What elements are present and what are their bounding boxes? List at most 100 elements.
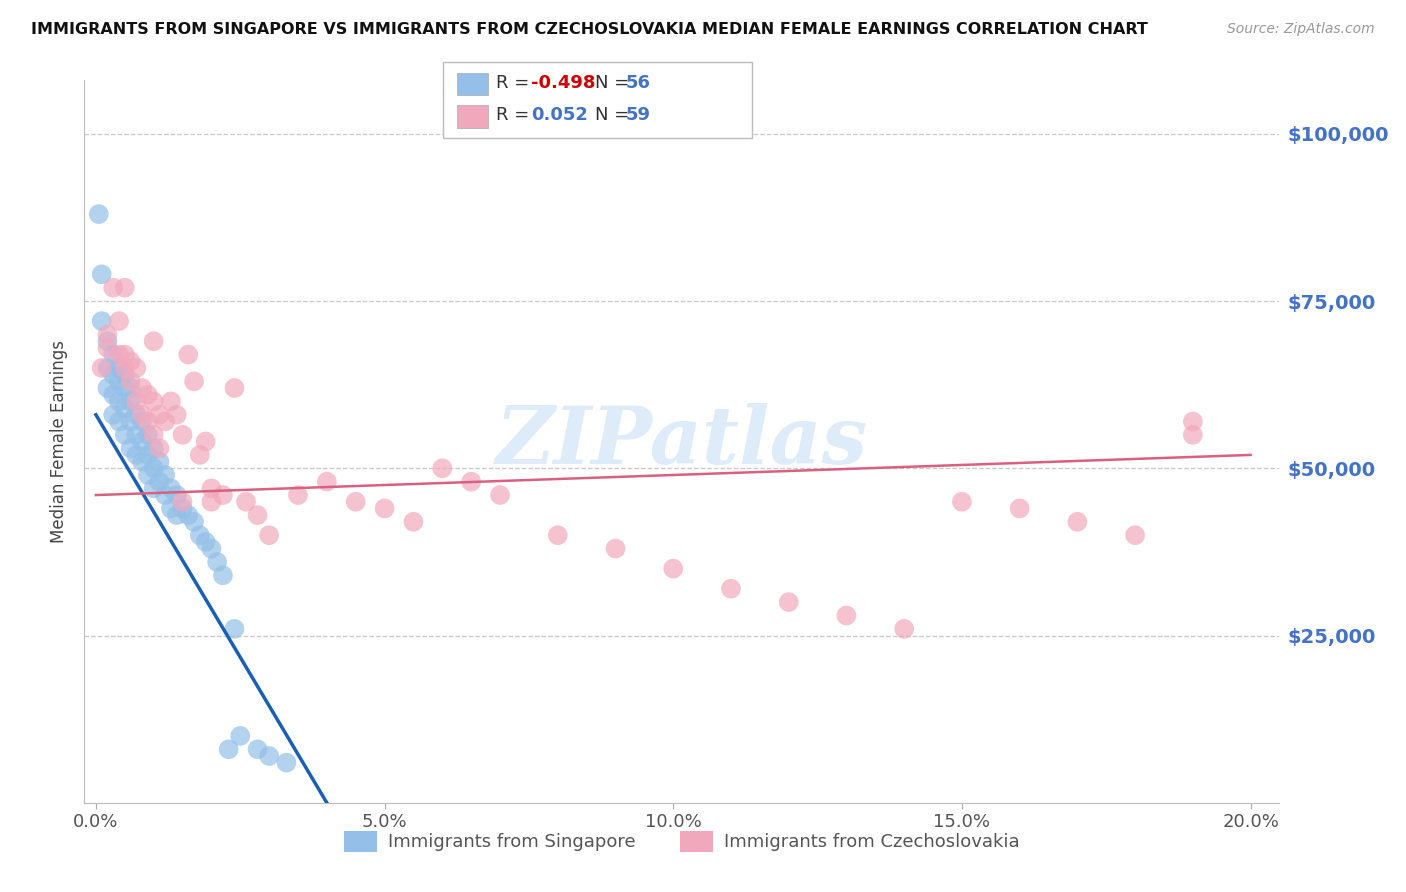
Text: 59: 59	[626, 106, 651, 124]
Point	[276, 756, 298, 770]
Legend: Immigrants from Singapore, Immigrants from Czechoslovakia: Immigrants from Singapore, Immigrants fr…	[337, 823, 1026, 859]
Point	[108, 314, 131, 328]
Point	[114, 381, 136, 395]
Point	[114, 368, 136, 382]
Point	[402, 515, 425, 529]
Point	[96, 341, 118, 355]
Point	[114, 348, 136, 362]
Point	[160, 501, 183, 516]
Point	[114, 427, 136, 442]
Point	[893, 622, 915, 636]
Point	[489, 488, 512, 502]
Point	[460, 475, 482, 489]
Point	[344, 494, 367, 508]
Point	[200, 541, 222, 556]
Point	[287, 488, 309, 502]
Point	[148, 408, 170, 422]
Point	[166, 408, 188, 422]
Point	[374, 501, 396, 516]
Text: -0.498: -0.498	[531, 74, 596, 92]
Text: IMMIGRANTS FROM SINGAPORE VS IMMIGRANTS FROM CZECHOSLOVAKIA MEDIAN FEMALE EARNIN: IMMIGRANTS FROM SINGAPORE VS IMMIGRANTS …	[31, 22, 1147, 37]
Point	[96, 334, 118, 348]
Point	[131, 381, 153, 395]
Point	[1123, 528, 1146, 542]
Point	[224, 622, 246, 636]
Point	[108, 348, 131, 362]
Point	[432, 461, 454, 475]
Point	[177, 508, 200, 523]
Point	[142, 394, 165, 409]
Point	[188, 448, 211, 462]
Point	[131, 408, 153, 422]
Point	[120, 441, 142, 455]
Point	[160, 394, 183, 409]
Point	[148, 475, 170, 489]
Point	[131, 434, 153, 449]
Point	[183, 515, 205, 529]
Point	[153, 414, 176, 428]
Point	[229, 729, 252, 743]
Point	[103, 281, 125, 295]
Text: 0.052: 0.052	[531, 106, 588, 124]
Point	[246, 742, 269, 756]
Point	[120, 375, 142, 389]
Point	[108, 394, 131, 409]
Text: R =: R =	[496, 74, 536, 92]
Point	[131, 454, 153, 469]
Point	[142, 441, 165, 455]
Point	[125, 427, 148, 442]
Point	[108, 375, 131, 389]
Point	[142, 334, 165, 348]
Point	[120, 354, 142, 368]
Point	[662, 562, 685, 576]
Point	[90, 361, 112, 376]
Point	[188, 528, 211, 542]
Point	[166, 508, 188, 523]
Text: N =: N =	[595, 106, 634, 124]
Point	[177, 348, 200, 362]
Point	[142, 461, 165, 475]
Point	[212, 488, 235, 502]
Point	[114, 401, 136, 416]
Point	[125, 408, 148, 422]
Point	[547, 528, 569, 542]
Point	[246, 508, 269, 523]
Point	[257, 749, 280, 764]
Point	[125, 394, 148, 409]
Point	[153, 467, 176, 482]
Point	[218, 742, 240, 756]
Point	[235, 494, 257, 508]
Point	[1008, 501, 1031, 516]
Point	[148, 454, 170, 469]
Point	[114, 361, 136, 376]
Point	[224, 381, 246, 395]
Point	[200, 494, 222, 508]
Point	[205, 555, 228, 569]
Point	[125, 361, 148, 376]
Point	[108, 414, 131, 428]
Point	[103, 348, 125, 362]
Point	[835, 608, 858, 623]
Point	[153, 488, 176, 502]
Point	[1066, 515, 1088, 529]
Point	[120, 414, 142, 428]
Point	[950, 494, 973, 508]
Point	[200, 482, 222, 496]
Point	[166, 488, 188, 502]
Point	[103, 387, 125, 401]
Point	[120, 394, 142, 409]
Point	[103, 408, 125, 422]
Point	[90, 314, 112, 328]
Point	[142, 427, 165, 442]
Point	[257, 528, 280, 542]
Point	[136, 448, 159, 462]
Point	[96, 361, 118, 376]
Point	[160, 482, 183, 496]
Point	[136, 387, 159, 401]
Point	[194, 434, 217, 449]
Point	[103, 368, 125, 382]
Point	[96, 327, 118, 342]
Text: N =: N =	[595, 74, 634, 92]
Point	[172, 427, 194, 442]
Point	[142, 482, 165, 496]
